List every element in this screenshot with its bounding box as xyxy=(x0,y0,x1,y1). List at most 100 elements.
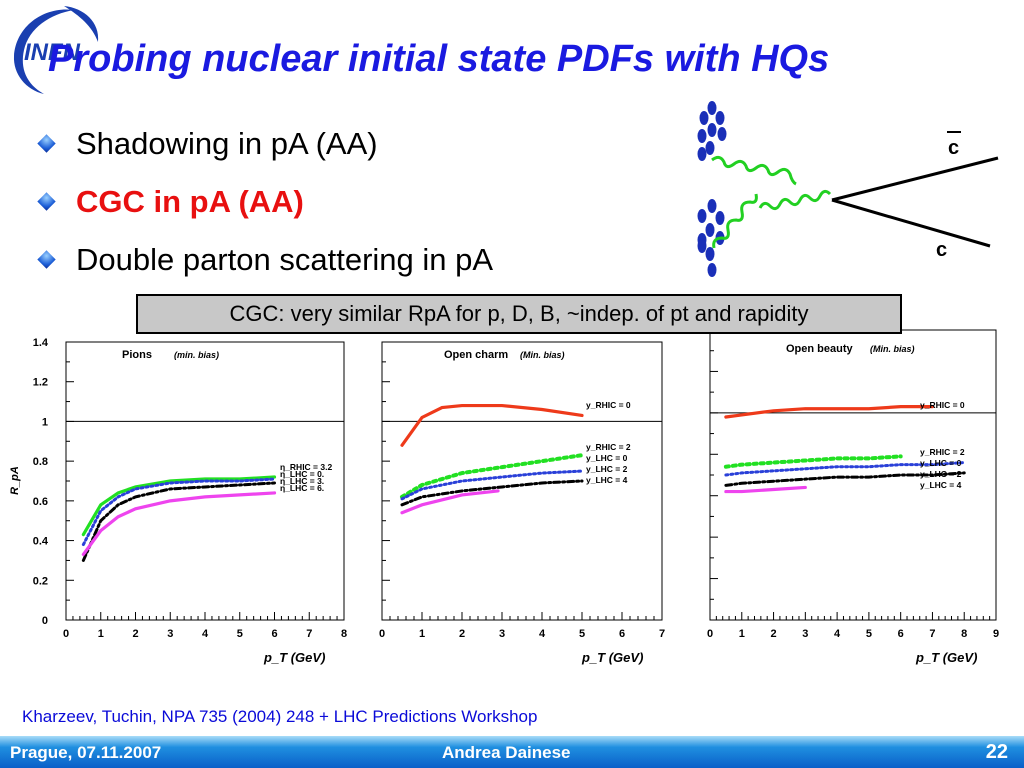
x-tick-label: 2 xyxy=(132,628,138,640)
quark-label: c xyxy=(936,239,947,261)
x-tick-label: 4 xyxy=(834,628,841,640)
series-line xyxy=(81,475,277,537)
x-tick-label: 8 xyxy=(961,628,967,640)
series-line xyxy=(400,489,500,515)
chart-title: Pions xyxy=(122,349,152,361)
series-line xyxy=(723,454,903,469)
diamond-bullet-icon xyxy=(37,134,56,153)
bullet-list: Shadowing in pA (AA) CGC in pA (AA) Doub… xyxy=(37,120,494,294)
x-tick-label: 6 xyxy=(898,628,904,640)
x-tick-label: 4 xyxy=(202,628,209,640)
series-line xyxy=(724,485,807,494)
y-tick-label: 0 xyxy=(42,615,48,627)
legend-entry: y_LHC = 0 xyxy=(586,453,628,463)
bullet-text: Shadowing in pA (AA) xyxy=(76,126,378,161)
x-tick-label: 3 xyxy=(499,628,505,640)
x-tick-label: 7 xyxy=(306,628,312,640)
legend-entry: y_RHIC = 2 xyxy=(586,442,631,452)
x-axis-label: p_T (GeV) xyxy=(581,650,643,665)
series-line xyxy=(81,477,276,547)
x-tick-label: 4 xyxy=(539,628,546,640)
y-tick-label: 0.8 xyxy=(33,456,48,468)
logo-text: INFN xyxy=(24,39,81,66)
series-line xyxy=(400,469,584,501)
nucleons-icon xyxy=(697,101,727,277)
slide-title: Probing nuclear initial state PDFs with … xyxy=(48,38,830,80)
x-tick-label: 7 xyxy=(929,628,935,640)
gluon-fusion-diagram: c c xyxy=(697,101,999,277)
bullet-text: Double parton scattering in pA xyxy=(76,242,494,277)
x-tick-label: 1 xyxy=(419,628,425,640)
x-tick-label: 0 xyxy=(379,628,385,640)
x-tick-label: 0 xyxy=(63,628,69,640)
reference-footnote: Kharzeev, Tuchin, NPA 735 (2004) 248 + L… xyxy=(22,707,538,726)
legend-entry: η_LHC = 0. xyxy=(280,469,324,479)
legend-entry: y_LHC = 4 xyxy=(586,475,628,485)
chart-title: Open charm xyxy=(444,349,508,361)
x-tick-label: 0 xyxy=(707,628,713,640)
chart-open-charm: 0 1 2 3 4 5 6 7 Open charm (Min. bias) p_T (GeV) y_… xyxy=(379,341,665,665)
y-tick-label: 0.6 xyxy=(33,496,48,508)
footer-location-date: Prague, 07.11.2007 xyxy=(10,743,162,762)
legend-entry: y_RHIC = 0 xyxy=(586,400,631,410)
x-axis-label: p_T (GeV) xyxy=(263,650,325,665)
series-line xyxy=(724,471,966,487)
x-tick-label: 9 xyxy=(993,628,999,640)
quark-lines xyxy=(831,156,999,248)
series-line xyxy=(81,491,277,557)
x-tick-label: 2 xyxy=(770,628,776,640)
y-tick-label: 0.2 xyxy=(33,575,48,587)
chart-subtitle: (min. bias) xyxy=(174,350,219,360)
series-line xyxy=(400,403,584,447)
y-tick-label: 1.4 xyxy=(33,337,49,349)
bullet-item: Shadowing in pA (AA) xyxy=(37,120,493,178)
bullet-text: CGC in pA (AA) xyxy=(76,184,304,219)
x-tick-label: 3 xyxy=(167,628,173,640)
x-tick-label: 5 xyxy=(579,628,585,640)
series-line xyxy=(81,481,276,562)
x-tick-label: 7 xyxy=(659,628,665,640)
bullet-item: Double parton scattering in pA xyxy=(37,236,494,294)
series-line xyxy=(724,405,935,419)
y-axis-label: R_pA xyxy=(9,466,21,495)
legend-entry: y_LHC = 2 xyxy=(586,464,628,474)
legend-entry: η_LHC = 6. xyxy=(280,483,324,493)
chart-subtitle: (Min. bias) xyxy=(870,344,915,354)
bullet-item-highlight: CGC in pA (AA) xyxy=(37,178,493,236)
antiquark-label: c xyxy=(948,137,959,159)
diamond-bullet-icon xyxy=(37,192,56,211)
callout-box: CGC: very similar RpA for p, D, B, ~inde… xyxy=(136,294,902,334)
x-tick-label: 8 xyxy=(341,628,347,640)
legend-entry: y_LHC = 2 xyxy=(920,469,962,479)
x-tick-label: 6 xyxy=(619,628,625,640)
legend-entry: y_RHIC = 2 xyxy=(920,447,965,457)
x-tick-label: 2 xyxy=(459,628,465,640)
series-line xyxy=(400,479,584,507)
legend-entry: η_RHIC = 3.2 xyxy=(280,462,332,472)
legend-entry: η_LHC = 3. xyxy=(280,476,324,486)
x-tick-label: 6 xyxy=(271,628,277,640)
chart-open-beauty: 0 1 2 3 4 5 6 7 8 9 Open beauty (Min. bias) p_T (GeV… xyxy=(707,329,999,665)
series-line xyxy=(724,461,966,477)
legend-entry: y_RHIC = 0 xyxy=(920,400,965,410)
legend-entry: y_LHC = 0 xyxy=(920,458,962,468)
x-tick-label: 1 xyxy=(98,628,104,640)
page-number: 22 xyxy=(985,741,1008,763)
footer-author: Andrea Dainese xyxy=(442,743,571,762)
infn-logo: INFN xyxy=(13,6,99,95)
diamond-bullet-icon xyxy=(37,250,56,269)
x-tick-label: 3 xyxy=(802,628,808,640)
legend-entry: y_LHC = 4 xyxy=(920,480,962,490)
chart-pions: 0 1 2 3 4 5 6 7 8 0 0.2 0.4 0.6 0.8 1 1.2 1.4 Pions (min. … xyxy=(9,337,347,665)
x-axis-label: p_T (GeV) xyxy=(915,650,977,665)
chart-subtitle: (Min. bias) xyxy=(520,350,565,360)
gluon-lines xyxy=(711,155,832,249)
chart-title: Open beauty xyxy=(786,343,854,355)
y-tick-label: 1 xyxy=(42,416,48,428)
x-tick-label: 1 xyxy=(739,628,745,640)
footer-bar: Prague, 07.11.2007 Andrea Dainese 22 xyxy=(0,736,1024,768)
y-tick-label: 1.2 xyxy=(33,377,48,389)
y-tick-label: 0.4 xyxy=(33,536,49,548)
x-tick-label: 5 xyxy=(866,628,872,640)
series-line xyxy=(400,453,584,499)
